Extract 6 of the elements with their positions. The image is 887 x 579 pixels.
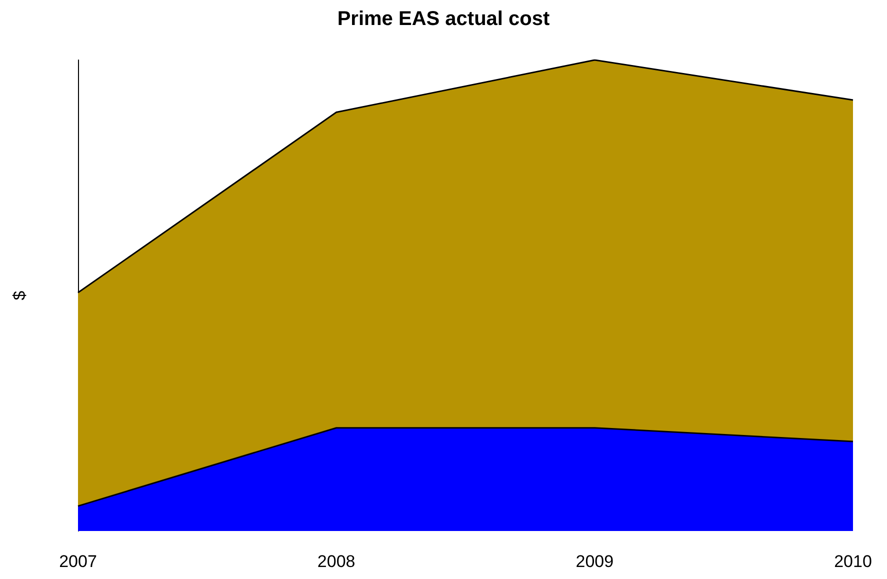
x-tick-label: 2007: [59, 552, 97, 571]
x-tick-label: 2010: [834, 552, 872, 571]
chart-title: Prime EAS actual cost: [337, 8, 550, 30]
x-tick-label: 2009: [576, 552, 614, 571]
x-tick-label: 2008: [317, 552, 356, 571]
y-axis-title: $: [10, 290, 29, 300]
